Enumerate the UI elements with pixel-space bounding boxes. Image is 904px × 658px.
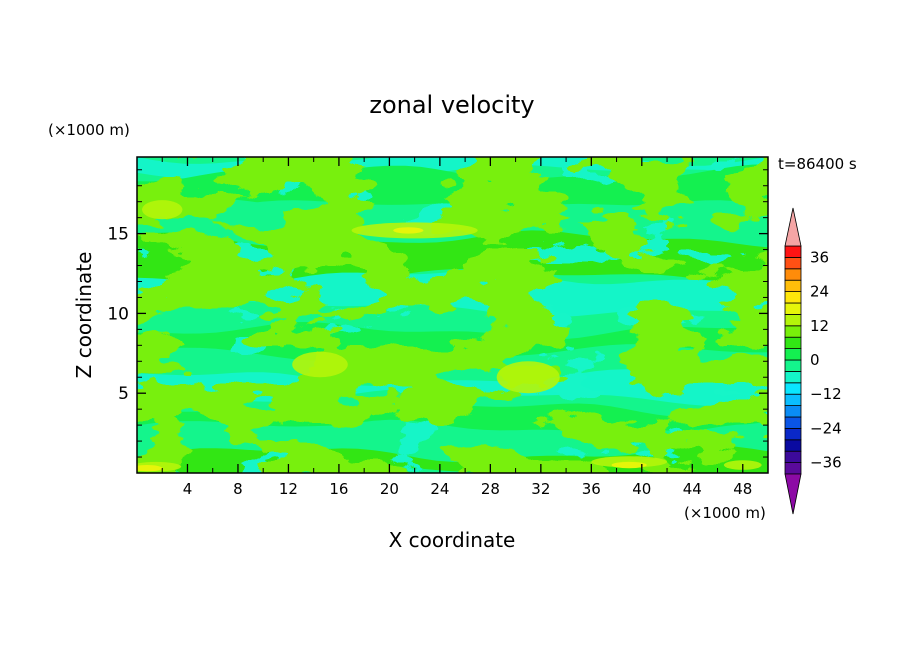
colorbar-swatch	[784, 382, 802, 395]
colorbar-tick-label: −24	[810, 419, 842, 437]
colorbar-swatch	[784, 279, 802, 293]
colorbar-swatch	[784, 348, 802, 361]
colorbar-swatch	[784, 336, 802, 350]
x-tick-label: 28	[481, 480, 500, 498]
contour-field	[137, 157, 768, 473]
y-tick-label: 5	[118, 384, 129, 404]
colorbar-swatch	[784, 268, 802, 281]
x-tick-label: 48	[733, 480, 752, 498]
colorbar-swatch	[784, 256, 802, 270]
x-tick-label: 44	[683, 480, 702, 498]
colorbar-swatch	[784, 325, 802, 338]
colorbar-swatch	[784, 313, 802, 327]
colorbar-under-arrow	[784, 473, 802, 515]
colorbar-swatch	[784, 462, 802, 475]
y-tick-label: 15	[107, 225, 129, 245]
y-axis: 5 10 15	[107, 169, 768, 458]
x-tick-label: 24	[430, 480, 449, 498]
x-tick-label: 4	[183, 480, 193, 498]
contour-max-core	[137, 465, 163, 472]
x-tick-label: 8	[233, 480, 243, 498]
colorbar-swatch	[784, 450, 802, 464]
colorbar-tick-label: 12	[810, 317, 829, 335]
y-tick-label: 10	[107, 304, 129, 324]
contour-positive-core	[292, 351, 348, 378]
colorbar-swatch	[784, 302, 802, 315]
y-axis-label: Z coordinate	[72, 252, 96, 379]
x-tick-label: 20	[380, 480, 399, 498]
x-tick-label: 12	[279, 480, 298, 498]
x-axis: 4 8 12 16 20 24 28 32 36 40 44 48	[161, 157, 752, 498]
colorbar-swatch	[784, 405, 802, 418]
colorbar-tick-label: −36	[810, 454, 842, 472]
x-tick-label: 40	[632, 480, 651, 498]
plot-frame	[136, 156, 769, 474]
contour-max-core	[611, 461, 647, 469]
contour-max-core	[393, 227, 424, 234]
colorbar-over-arrow	[784, 207, 802, 247]
colorbar-tick-label: 36	[810, 248, 829, 266]
colorbar-tick-label: 24	[810, 283, 829, 301]
contour-positive-core	[142, 200, 183, 220]
colorbar-swatch	[784, 439, 802, 452]
colorbar-swatch	[784, 427, 802, 441]
colorbar-tick-label: −12	[810, 385, 842, 403]
x-axis-label: X coordinate	[389, 528, 516, 552]
colorbar-swatch	[784, 416, 802, 429]
colorbar-swatch	[784, 359, 802, 372]
y-unit-label: (×1000 m)	[48, 121, 130, 139]
colorbar-swatch	[784, 245, 802, 258]
x-tick-label: 16	[329, 480, 348, 498]
x-tick-label: 36	[582, 480, 601, 498]
contour-positive-core	[496, 361, 560, 394]
time-label: t=86400 s	[778, 155, 857, 173]
colorbar-tick-label: 0	[810, 351, 820, 369]
colorbar-swatch	[784, 291, 802, 304]
x-unit-label: (×1000 m)	[684, 504, 766, 522]
colorbar-swatch	[784, 393, 802, 407]
x-tick-label: 32	[531, 480, 550, 498]
chart-title: zonal velocity	[369, 91, 534, 119]
contour-lime-patches	[137, 157, 768, 473]
colorbar: 36 24 12 0 −12 −24 −36	[784, 207, 842, 515]
colorbar-swatch	[784, 370, 802, 384]
